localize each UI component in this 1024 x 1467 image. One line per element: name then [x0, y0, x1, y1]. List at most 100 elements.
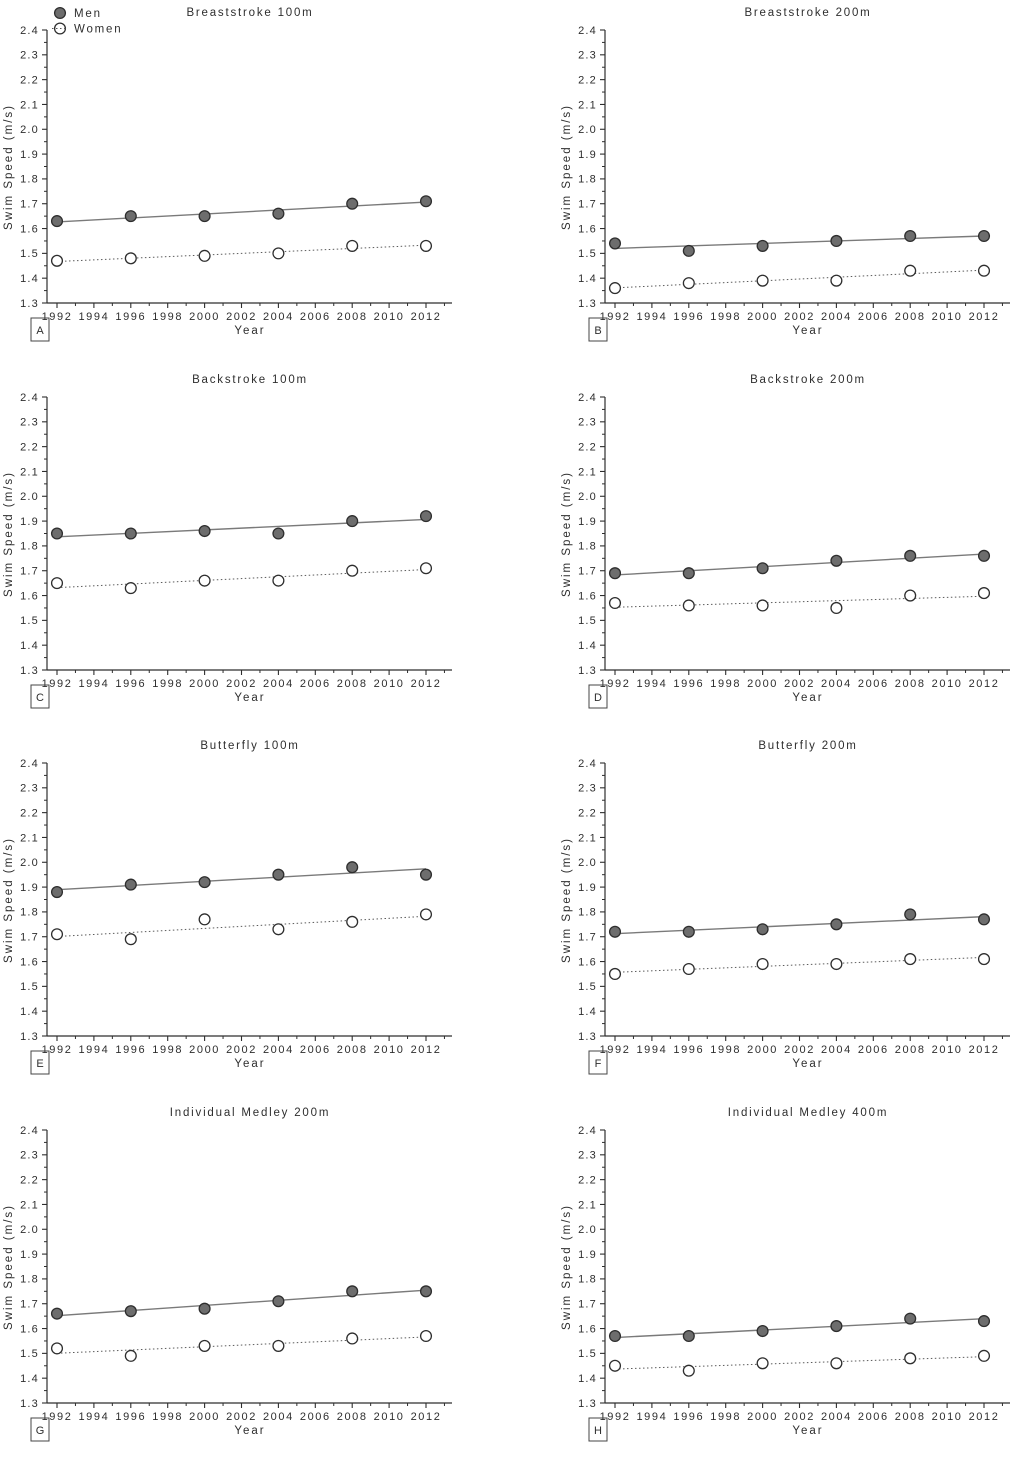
y-tick-label: 2.3: [578, 783, 597, 795]
data-point-men: [272, 527, 285, 540]
data-point-women: [419, 1330, 433, 1343]
x-axis: 1992 1994 1996 1998 2000 2002 2004 2006 2008 2010…: [42, 1035, 452, 1056]
data-point-men: [50, 215, 64, 228]
x-tick-label: 1996: [673, 678, 704, 690]
x-tick-label: 2000: [189, 1044, 220, 1056]
panel-letter-box: [30, 317, 50, 342]
y-axis: 1.3 1.4 1.5 1.6 1.7 1.8 1.9 2.0 2.1 2.2 2.3 2.4: [20, 391, 48, 676]
y-tick-label: 2.1: [578, 833, 597, 845]
y-tick-label: 2.2: [20, 441, 39, 453]
y-tick-label: 1.6: [578, 1323, 597, 1335]
data-point-men: [419, 869, 433, 882]
x-tick-label: 1992: [600, 1411, 631, 1423]
x-tick-label: 2004: [263, 311, 294, 323]
chart-svg: Individual Medley 200m 1.3 1.4 1.5 1.6 1.7 1.8…: [3, 1107, 452, 1442]
x-tick-label: 2006: [300, 1044, 331, 1056]
y-tick-label: 2.3: [578, 50, 597, 62]
trend-line-women: [614, 269, 985, 289]
y-tick-label: 1.5: [20, 615, 39, 627]
y-tick-label: 1.4: [578, 273, 597, 285]
y-tick-label: 2.3: [20, 50, 39, 62]
series-women: [608, 1349, 991, 1377]
y-tick-label: 1.4: [578, 1373, 597, 1385]
y-tick-label: 1.8: [20, 907, 39, 919]
y-tick-label: 1.8: [578, 907, 597, 919]
panel-title: Breaststroke 100m: [186, 7, 313, 19]
data-point-men: [124, 878, 137, 892]
y-tick-label: 2.0: [578, 124, 597, 136]
data-point-women: [346, 1332, 359, 1345]
y-tick-label: 1.9: [20, 516, 39, 528]
series-women: [50, 239, 433, 267]
chart-panel-C: Backstroke 100m 1.3 1.4 1.5 1.6 1.7 1.8 1.9 2.0 2…: [0, 367, 512, 734]
x-axis-label: Year: [234, 1058, 265, 1070]
y-tick-label: 2.3: [578, 1150, 597, 1162]
x-tick-label: 1998: [710, 1411, 741, 1423]
x-tick-label: 2012: [411, 311, 442, 323]
panel-title: Butterfly 100m: [200, 740, 299, 752]
data-point-women: [346, 916, 359, 929]
panel-letter: F: [588, 1050, 608, 1075]
panel-title: Breaststroke 200m: [744, 7, 871, 19]
chart-panel-E: Butterfly 100m 1.3 1.4 1.5 1.6 1.7 1.8 1.9 2.0 2.…: [0, 733, 512, 1100]
y-tick-label: 1.9: [20, 149, 39, 161]
data-point-men: [830, 918, 843, 931]
data-point-men: [608, 926, 622, 939]
x-axis: 1992 1994 1996 1998 2000 2002 2004 2006 2008 2010…: [600, 302, 1010, 323]
series-women: [50, 908, 433, 946]
x-tick-label: 1998: [710, 311, 741, 323]
series-women: [608, 953, 991, 981]
data-point-women: [50, 254, 64, 267]
y-tick-label: 1.5: [578, 615, 597, 627]
x-tick-label: 2010: [932, 678, 963, 690]
panel-letter-text: C: [36, 692, 44, 704]
x-tick-label: 1998: [710, 678, 741, 690]
data-point-men: [272, 207, 285, 220]
y-tick-label: 2.0: [20, 491, 39, 503]
x-tick-label: 2000: [747, 1411, 778, 1423]
y-tick-label: 1.4: [578, 1006, 597, 1018]
y-tick-label: 2.1: [20, 1199, 39, 1211]
y-tick-label: 1.5: [20, 982, 39, 994]
data-point-women: [904, 264, 917, 277]
data-point-women: [419, 239, 433, 252]
chart-panel-A: Breaststroke 100m 1.3 1.4 1.5 1.6 1.7 1.8 1.9 2.…: [0, 0, 512, 367]
y-tick-label: 2.0: [20, 857, 39, 869]
x-tick-label: 1992: [42, 311, 73, 323]
y-tick-label: 1.7: [578, 565, 597, 577]
y-tick-label: 1.4: [20, 273, 39, 285]
data-point-men: [346, 514, 359, 527]
data-point-women: [198, 913, 211, 926]
panel-title: Backstroke 200m: [750, 374, 866, 386]
x-tick-label: 2010: [374, 1411, 405, 1423]
y-tick-label: 2.3: [578, 416, 597, 428]
series-women: [608, 586, 991, 614]
data-point-men: [977, 1315, 991, 1328]
data-point-men: [830, 1320, 843, 1333]
panel-letter-text: B: [594, 325, 601, 337]
y-tick-label: 1.3: [20, 1398, 39, 1410]
x-tick-label: 2000: [747, 678, 778, 690]
x-axis: 1992 1994 1996 1998 2000 2002 2004 2006 2008 2010…: [42, 1402, 452, 1423]
data-point-women: [419, 561, 433, 574]
data-point-men: [756, 239, 769, 252]
data-point-men: [419, 509, 433, 522]
x-tick-label: 2000: [747, 311, 778, 323]
trend-line-women: [614, 1356, 985, 1370]
data-point-women: [904, 953, 917, 966]
data-point-women: [977, 1349, 991, 1362]
data-point-women: [756, 1357, 769, 1370]
x-tick-label: 2008: [337, 678, 368, 690]
trend-line-women: [56, 244, 427, 263]
chart-panel-B: Breaststroke 200m 1.3 1.4 1.5 1.6 1.7 1.8 1.9 2.…: [512, 0, 1024, 367]
data-point-women: [904, 589, 917, 602]
data-point-women: [682, 1364, 695, 1377]
x-tick-label: 2002: [784, 1044, 815, 1056]
panel-title: Backstroke 100m: [192, 374, 308, 386]
legend: Men Women: [52, 6, 121, 36]
data-point-men: [682, 566, 695, 579]
y-axis-label: Swim Speed (m/s): [3, 104, 15, 230]
chart-svg: Butterfly 100m 1.3 1.4 1.5 1.6 1.7 1.8 1.9 2.0 2.…: [3, 740, 452, 1075]
y-tick-label: 1.3: [20, 298, 39, 310]
data-point-women: [977, 953, 991, 966]
